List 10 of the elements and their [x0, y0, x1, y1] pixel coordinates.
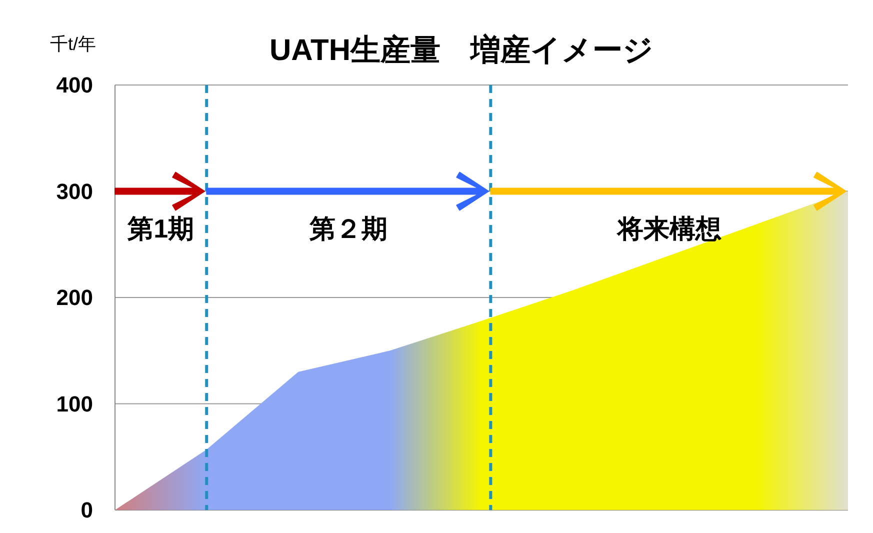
y-tick-label: 200: [56, 285, 93, 310]
annotation: 第２期: [308, 213, 388, 244]
y-axis-title: 千t/年: [50, 34, 96, 54]
annotation: 将来構想: [615, 213, 722, 244]
annotation: 第1期: [126, 213, 194, 244]
y-tick-label: 0: [80, 498, 93, 522]
y-tick-label: 100: [56, 391, 93, 416]
y-tick-label: 400: [56, 72, 93, 98]
y-tick-label: 300: [56, 178, 93, 204]
chart-title: UATH生産量 増産イメージ: [269, 33, 654, 67]
